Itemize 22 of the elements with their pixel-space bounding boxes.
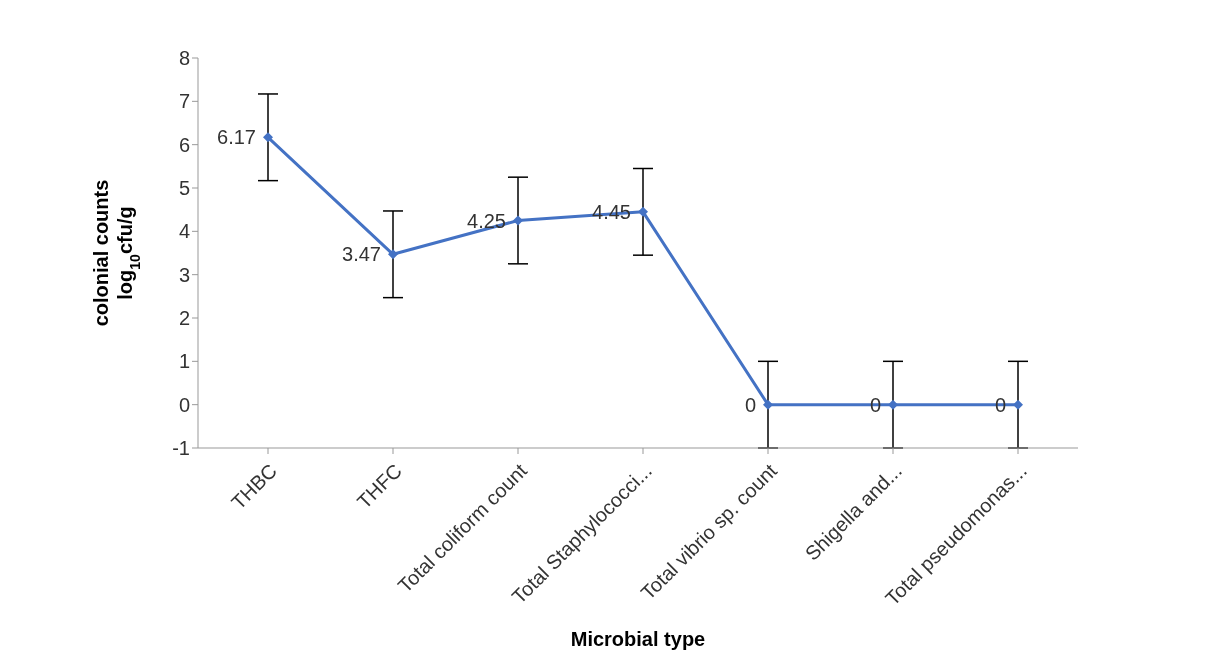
y-tick-label: 0 <box>178 393 190 416</box>
point <box>888 399 898 410</box>
y-tick-label: 5 <box>178 177 190 200</box>
x-axis-title: Microbial type <box>570 628 706 650</box>
data-label: 4.25 <box>467 209 506 232</box>
data-label: 6.17 <box>217 126 256 149</box>
point <box>763 399 773 410</box>
y-tick-label: 2 <box>178 307 190 330</box>
point <box>1013 399 1023 410</box>
y-tick-label: 4 <box>178 220 190 243</box>
point <box>638 206 648 217</box>
y-tick-label: 7 <box>178 90 190 113</box>
point <box>513 215 523 226</box>
y-tick-label: 8 <box>178 47 190 70</box>
point <box>263 132 273 143</box>
data-label: 0 <box>744 393 756 416</box>
y-tick-label: -1 <box>172 437 190 460</box>
y-tick-label: 3 <box>178 263 190 286</box>
y-tick-label: 6 <box>178 133 190 156</box>
point <box>388 249 398 260</box>
data-label: 3.47 <box>342 243 381 266</box>
y-tick-label: 1 <box>178 350 190 373</box>
